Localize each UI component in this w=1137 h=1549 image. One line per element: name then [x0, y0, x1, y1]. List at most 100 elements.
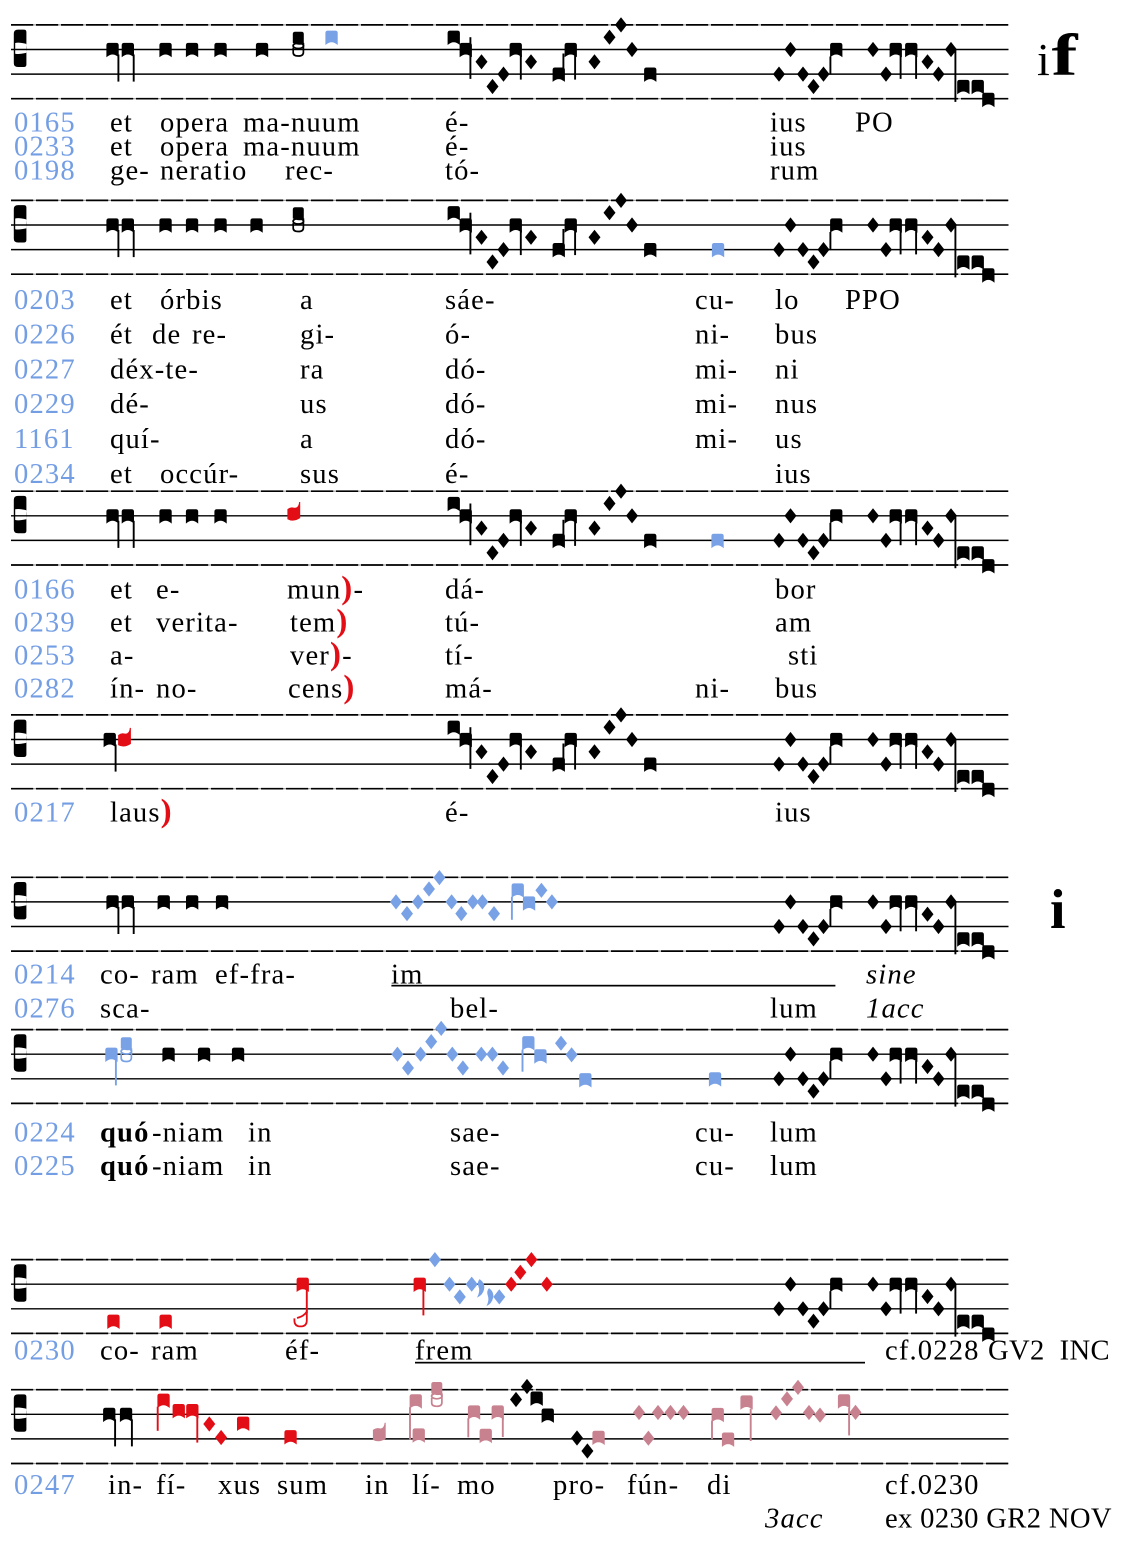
svg-text:-niam: -niam: [152, 1117, 224, 1148]
svg-text:bus: bus: [775, 320, 818, 351]
svg-text:ét: ét: [110, 320, 133, 351]
svg-text:laus: laus: [110, 798, 161, 829]
svg-text:a-: a-: [110, 641, 135, 672]
svg-text:nus: nus: [775, 389, 818, 420]
svg-text:opera: opera: [160, 107, 229, 138]
svg-text:et: et: [110, 608, 133, 639]
svg-text:lí-: lí-: [412, 1470, 441, 1501]
svg-text:dé-: dé-: [110, 389, 150, 420]
svg-text:im: im: [391, 960, 424, 991]
svg-text:cu-: cu-: [695, 285, 735, 316]
svg-text:cf.0228: cf.0228: [885, 1336, 980, 1367]
svg-text:bus: bus: [775, 674, 818, 705]
svg-text:in: in: [248, 1151, 273, 1182]
svg-text:1161: 1161: [14, 424, 75, 455]
svg-text:et: et: [110, 575, 133, 606]
svg-text:cu-: cu-: [695, 1151, 735, 1182]
svg-text:dó-: dó-: [445, 389, 487, 420]
svg-text:sae-: sae-: [450, 1151, 501, 1182]
svg-text:má-: má-: [445, 674, 493, 705]
svg-text:1acc: 1acc: [866, 994, 925, 1025]
svg-text:éf-: éf-: [285, 1336, 320, 1367]
svg-text:di: di: [707, 1470, 732, 1501]
svg-text:ius: ius: [770, 107, 807, 138]
svg-text:mi-: mi-: [695, 389, 738, 420]
svg-text:0276: 0276: [14, 994, 76, 1025]
svg-text:co-: co-: [100, 1336, 140, 1367]
svg-text:PPO: PPO: [845, 285, 901, 316]
svg-text:0217: 0217: [14, 798, 76, 829]
svg-text:0234: 0234: [14, 459, 76, 490]
svg-text:ni-: ni-: [695, 674, 730, 705]
svg-text:tí-: tí-: [445, 641, 474, 672]
svg-text:in: in: [248, 1117, 273, 1148]
svg-text:cens): cens): [288, 670, 356, 706]
svg-text:ram: ram: [151, 960, 199, 991]
svg-text:é-: é-: [445, 107, 470, 138]
svg-text:occúr-: occúr-: [160, 459, 239, 490]
svg-text:e-: e-: [156, 575, 181, 606]
svg-text:ma-nuum: ma-nuum: [243, 107, 361, 138]
svg-text:0229: 0229: [14, 389, 76, 420]
svg-text:déx-te-: déx-te-: [110, 354, 199, 385]
svg-text:rec-: rec-: [285, 155, 334, 186]
svg-text:ni: ni: [775, 354, 800, 385]
svg-text:tú-: tú-: [445, 608, 480, 639]
svg-text:sum: sum: [277, 1470, 328, 1501]
svg-text:ius: ius: [775, 459, 812, 490]
svg-text:ver: ver: [290, 641, 330, 672]
svg-text:et: et: [110, 285, 133, 316]
svg-text:tem): tem): [290, 604, 348, 640]
svg-text:é-: é-: [445, 459, 470, 490]
svg-text:0224: 0224: [14, 1117, 76, 1148]
svg-text:sca-: sca-: [100, 994, 151, 1025]
svg-text:ef-fra-: ef-fra-: [215, 960, 296, 991]
svg-text:PO: PO: [855, 107, 894, 138]
svg-text:cf.0230: cf.0230: [885, 1470, 980, 1501]
svg-text:0247: 0247: [14, 1470, 76, 1501]
svg-text:ius: ius: [775, 798, 812, 829]
svg-text:0165: 0165: [14, 107, 76, 138]
svg-text:ram: ram: [151, 1336, 199, 1367]
svg-text:ín-: ín-: [110, 674, 145, 705]
svg-text:ge-: ge-: [110, 155, 150, 186]
svg-text:0166: 0166: [14, 575, 76, 606]
svg-text:et: et: [110, 107, 133, 138]
svg-text:quí-: quí-: [110, 424, 161, 455]
svg-text:ni-: ni-: [695, 320, 730, 351]
svg-text:xus: xus: [218, 1470, 261, 1501]
svg-text:lum: lum: [770, 994, 818, 1025]
svg-text:ma-nuum: ma-nuum: [243, 131, 361, 162]
svg-text:i: i: [1050, 879, 1066, 941]
svg-text:bor: bor: [775, 575, 817, 606]
svg-text:0227: 0227: [14, 354, 76, 385]
svg-text:a: a: [300, 285, 314, 316]
svg-text:0198: 0198: [14, 155, 76, 186]
svg-text:3acc: 3acc: [764, 1504, 824, 1535]
svg-text:us: us: [775, 424, 803, 455]
svg-text:f: f: [1052, 22, 1080, 88]
svg-text:sti: sti: [788, 641, 818, 672]
svg-text:dó-: dó-: [445, 424, 487, 455]
svg-text:0253: 0253: [14, 641, 76, 672]
svg-text:é-: é-: [445, 798, 470, 829]
svg-text:0225: 0225: [14, 1151, 76, 1182]
svg-text:lum: lum: [770, 1151, 818, 1182]
svg-text:-niam: -niam: [152, 1151, 224, 1182]
svg-text:fún-: fún-: [627, 1470, 679, 1501]
svg-text:mun: mun: [287, 575, 341, 606]
svg-text:fí-: fí-: [156, 1470, 186, 1501]
svg-text:ius: ius: [770, 131, 807, 162]
svg-text:0203: 0203: [14, 285, 76, 316]
svg-text:verita-: verita-: [156, 608, 239, 639]
svg-text:tó-: tó-: [445, 155, 480, 186]
svg-text:laus): laus): [110, 794, 173, 830]
svg-text:quó: quó: [100, 1151, 150, 1182]
svg-text:cens: cens: [288, 674, 343, 705]
svg-text:a: a: [300, 424, 314, 455]
svg-text:no-: no-: [156, 674, 198, 705]
svg-text:GV2 INC: GV2 INC: [988, 1336, 1110, 1367]
svg-text:dá-: dá-: [445, 575, 485, 606]
svg-text:lum: lum: [770, 1117, 818, 1148]
svg-text:rum: rum: [770, 155, 820, 186]
